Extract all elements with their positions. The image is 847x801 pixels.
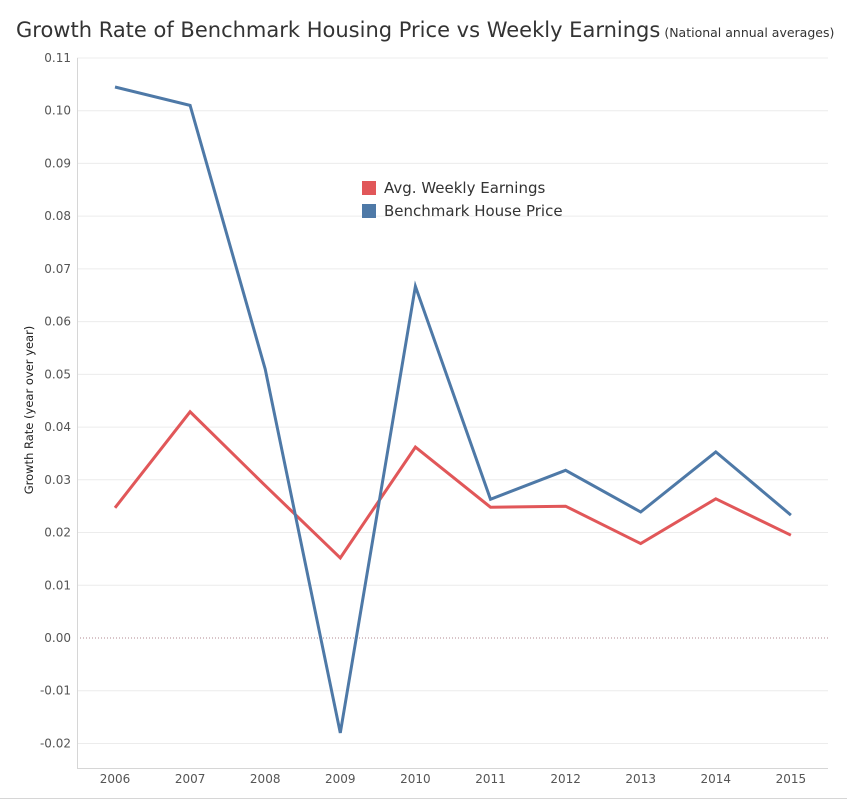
y-tick-label: 0.06 <box>44 315 71 329</box>
chart-title: Growth Rate of Benchmark Housing Price v… <box>16 18 661 42</box>
legend: Avg. Weekly Earnings Benchmark House Pric… <box>362 179 563 220</box>
y-tick-label: -0.02 <box>40 736 71 750</box>
y-tick-label: 0.11 <box>44 51 71 65</box>
y-tick-label: 0.00 <box>44 631 71 645</box>
axes <box>0 58 847 799</box>
y-axis-label: Growth Rate (year over year) <box>22 326 36 495</box>
y-tick-label: 0.09 <box>44 156 71 170</box>
chart-subtitle: (National annual averages) <box>664 25 835 40</box>
series-line-benchmark-house-price <box>114 85 792 734</box>
y-tick-label: -0.01 <box>40 684 71 698</box>
x-tick-label: 2014 <box>701 772 732 786</box>
x-tick-label: 2015 <box>776 772 807 786</box>
x-tick-label: 2010 <box>400 772 431 786</box>
x-tick-label: 2007 <box>175 772 206 786</box>
y-tick-label: 0.07 <box>44 262 71 276</box>
x-tick-label: 2013 <box>625 772 656 786</box>
x-tick-label: 2011 <box>475 772 506 786</box>
y-tick-label: 0.10 <box>44 104 71 118</box>
y-tick-label: 0.08 <box>44 209 71 223</box>
gridlines <box>77 57 828 744</box>
y-tick-label: 0.05 <box>44 367 71 381</box>
y-tick-label: 0.03 <box>44 473 71 487</box>
legend-label: Benchmark House Price <box>384 202 563 220</box>
y-axis-ticks: 0.11 0.10 0.09 0.08 0.07 0.06 0.05 0.04 0.03 0.02… <box>40 51 71 750</box>
series-lines <box>113 85 792 734</box>
x-tick-label: 2008 <box>250 772 281 786</box>
legend-swatch <box>362 204 376 218</box>
series-line-avg-weekly-earnings <box>113 409 792 561</box>
x-axis-ticks: 2006 2007 2008 2009 2010 2011 2012 2013 2014 2015 <box>100 772 806 786</box>
x-tick-label: 2009 <box>325 772 356 786</box>
y-tick-label: 0.04 <box>44 420 71 434</box>
chart-title-block: Growth Rate of Benchmark Housing Price v… <box>16 18 834 42</box>
x-tick-label: 2012 <box>550 772 581 786</box>
x-tick-label: 2006 <box>100 772 131 786</box>
legend-swatch <box>362 181 376 195</box>
y-tick-label: 0.01 <box>44 578 71 592</box>
y-tick-label: 0.02 <box>44 526 71 540</box>
legend-label: Avg. Weekly Earnings <box>384 179 546 197</box>
